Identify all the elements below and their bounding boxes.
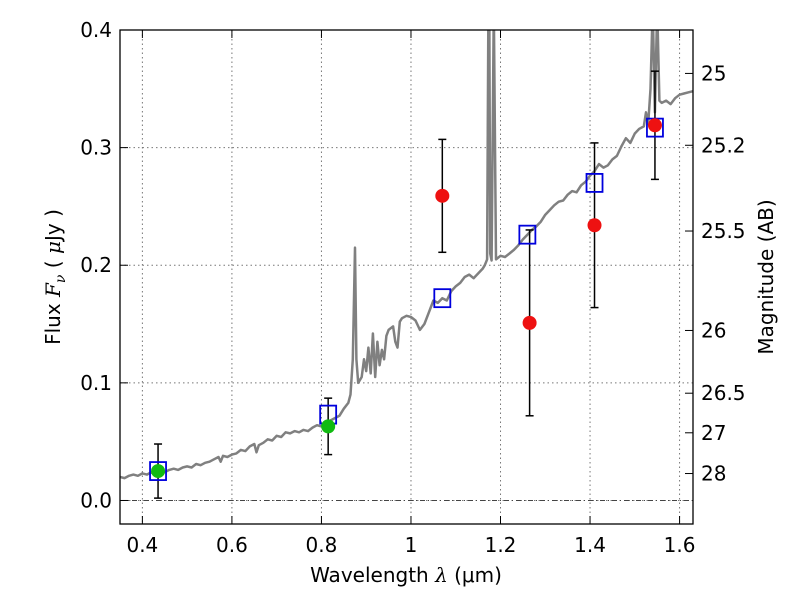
- y-tick-label: 0.3: [80, 136, 112, 160]
- x-tick-label: 1.4: [574, 533, 606, 557]
- plot-area: [120, 30, 693, 499]
- observed-point: [151, 464, 166, 479]
- mag-tick-label: 25.5: [701, 219, 746, 243]
- model-fit-square: [433, 288, 452, 309]
- model-spectrum-line: [120, 30, 693, 480]
- x-tick-label: 1.2: [485, 533, 517, 557]
- mag-tick-label: 28: [701, 462, 726, 486]
- observed-point: [647, 118, 662, 133]
- y-tick-label: 0.1: [80, 371, 112, 395]
- observed-point: [321, 419, 336, 434]
- y-tick-label: 0.2: [80, 253, 112, 277]
- y-tick-label: 0.0: [80, 488, 112, 512]
- plot-frame: [119, 29, 694, 525]
- x-axis-label: Wavelength λ (μm): [310, 563, 502, 587]
- y-tick-label: 0.4: [80, 18, 112, 42]
- model-fit-square: [585, 173, 604, 193]
- model-fit-square: [518, 224, 537, 245]
- observed-point: [435, 188, 450, 203]
- tick-labels: 0.4 0.6 0.8 1 1.2 1.4 1.6 0.0 0.1 0.2 0.3 0.4 25 25.2…: [80, 18, 745, 557]
- model-fit-square: [149, 461, 167, 481]
- y-axis-right-label: Magnitude (AB): [754, 199, 778, 354]
- mag-tick-label: 26: [701, 318, 726, 342]
- y-axis-label: Flux Fν ( μJy ): [41, 209, 69, 345]
- observed-point: [587, 218, 602, 233]
- x-tick-label: 1.6: [664, 533, 696, 557]
- x-tick-label: 1: [405, 533, 418, 557]
- x-tick-label: 0.6: [216, 533, 248, 557]
- observed-point: [522, 315, 537, 330]
- mag-tick-label: 25.2: [701, 133, 746, 157]
- x-tick-label: 0.8: [306, 533, 338, 557]
- x-tick-label: 0.4: [126, 533, 158, 557]
- mag-tick-label: 25: [701, 61, 726, 85]
- mag-tick-label: 27: [701, 421, 726, 445]
- tick-marks: [120, 29, 693, 524]
- mag-tick-label: 26.5: [701, 381, 746, 405]
